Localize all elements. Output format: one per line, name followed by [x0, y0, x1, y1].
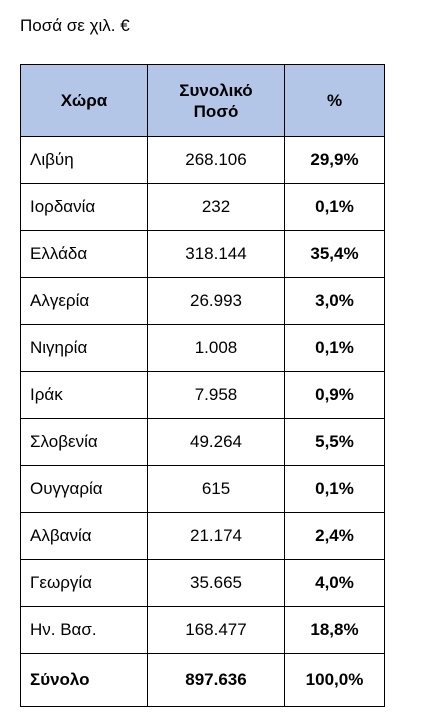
percent-cell: 0,9% [284, 371, 385, 419]
percent-cell: 0,1% [284, 183, 385, 231]
amount-cell: 26.993 [147, 277, 285, 325]
table-row: Ελλάδα 318.144 35,4% [20, 230, 385, 278]
percent-cell: 2,4% [284, 512, 385, 560]
amount-cell: 268.106 [147, 136, 285, 184]
header-amount-line1: Συνολικό [179, 80, 253, 100]
percent-cell: 0,1% [284, 324, 385, 372]
amount-cell: 21.174 [147, 512, 285, 560]
table-row: Ην. Βασ. 168.477 18,8% [20, 606, 385, 654]
percent-cell: 29,9% [284, 136, 385, 184]
table-row: Λιβύη 268.106 29,9% [20, 136, 385, 184]
total-label: Σύνολο [20, 653, 148, 707]
table-row: Αλγερία 26.993 3,0% [20, 277, 385, 325]
table-row: Ιράκ 7.958 0,9% [20, 371, 385, 419]
amount-cell: 49.264 [147, 418, 285, 466]
amount-cell: 1.008 [147, 324, 285, 372]
percent-cell: 3,0% [284, 277, 385, 325]
country-cell: Σλοβενία [20, 418, 148, 466]
total-amount: 897.636 [147, 653, 285, 707]
country-cell: Ιορδανία [20, 183, 148, 231]
percent-cell: 18,8% [284, 606, 385, 654]
table-row: Σλοβενία 49.264 5,5% [20, 418, 385, 466]
header-amount-line2: Ποσό [193, 101, 239, 121]
country-cell: Ην. Βασ. [20, 606, 148, 654]
country-cell: Αλγερία [20, 277, 148, 325]
header-percent: % [284, 64, 385, 137]
country-cell: Νιγηρία [20, 324, 148, 372]
total-row: Σύνολο 897.636 100,0% [20, 653, 385, 707]
country-cell: Αλβανία [20, 512, 148, 560]
amount-cell: 7.958 [147, 371, 285, 419]
total-percent: 100,0% [284, 653, 385, 707]
country-cell: Ελλάδα [20, 230, 148, 278]
country-cell: Γεωργία [20, 559, 148, 607]
percent-cell: 4,0% [284, 559, 385, 607]
percent-cell: 5,5% [284, 418, 385, 466]
amount-cell: 168.477 [147, 606, 285, 654]
country-cell: Ιράκ [20, 371, 148, 419]
country-cell: Ουγγαρία [20, 465, 148, 513]
table-row: Γεωργία 35.665 4,0% [20, 559, 385, 607]
percent-cell: 0,1% [284, 465, 385, 513]
amount-cell: 318.144 [147, 230, 285, 278]
header-amount: Συνολικό Ποσό [147, 64, 285, 137]
amounts-by-country-table: Χώρα Συνολικό Ποσό % Λιβύη 268.106 29,9% Ιο… [20, 64, 385, 707]
amount-cell: 35.665 [147, 559, 285, 607]
table-row: Αλβανία 21.174 2,4% [20, 512, 385, 560]
header-country: Χώρα [20, 64, 148, 137]
percent-cell: 35,4% [284, 230, 385, 278]
amount-cell: 615 [147, 465, 285, 513]
table-row: Ιορδανία 232 0,1% [20, 183, 385, 231]
table-row: Νιγηρία 1.008 0,1% [20, 324, 385, 372]
header-row: Χώρα Συνολικό Ποσό % [20, 64, 385, 137]
country-cell: Λιβύη [20, 136, 148, 184]
amount-cell: 232 [147, 183, 285, 231]
table-row: Ουγγαρία 615 0,1% [20, 465, 385, 513]
table-caption: Ποσά σε χιλ. € [20, 16, 130, 35]
